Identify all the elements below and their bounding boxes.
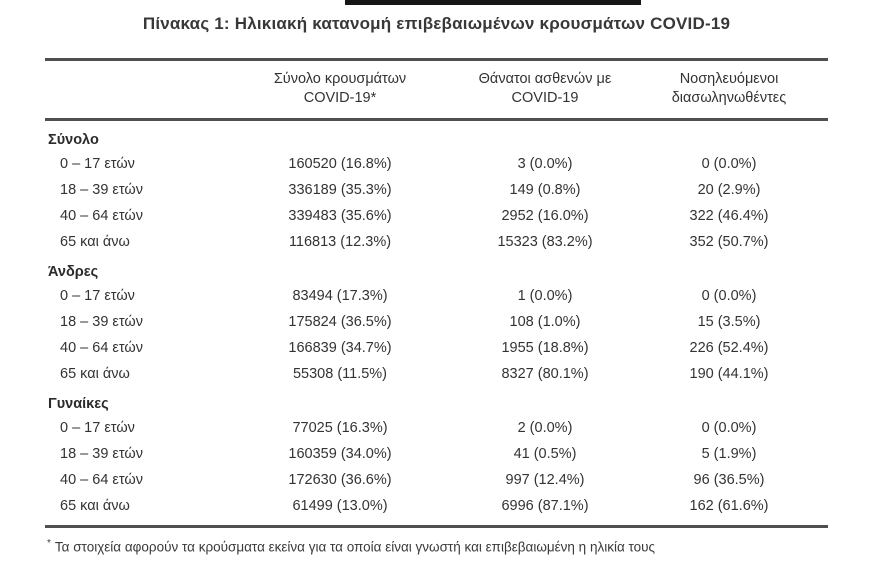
table-header-row: Σύνολο κρουσμάτων COVID-19* Θάνατοι ασθε… [45,61,828,118]
cases-value: 160359 (34.0%) [288,446,392,462]
header-deaths-line2: COVID-19 [511,90,579,106]
age-group-label: 65 και άνω [60,366,130,382]
cases-value: 160520 (16.8%) [288,156,392,172]
table-row: 0 – 17 ετών 77025 (16.3%) 2 (0.0%) 0 (0.… [45,415,828,441]
bottom-rule [45,525,828,528]
cases-value: 339483 (35.6%) [288,208,392,224]
age-group-label: 65 και άνω [60,234,130,250]
intubated-value: 96 (36.5%) [693,472,765,488]
deaths-value: 6996 (87.1%) [501,498,589,514]
deaths-value: 1955 (18.8%) [501,340,589,356]
table-row: 18 – 39 ετών 160359 (34.0%) 41 (0.5%) 5 … [45,441,828,467]
header-rule [45,118,828,121]
cases-value: 116813 (12.3%) [288,234,392,250]
header-intubated: Νοσηλευόμενοι διασωληνωθέντες [630,70,828,108]
section-label-total: Σύνολο [48,132,99,148]
intubated-value: 5 (1.9%) [701,446,757,462]
intubated-value: 352 (50.7%) [689,234,769,250]
footnote: * Τα στοιχεία αφορούν τα κρούσματα εκείνα… [45,528,828,557]
header-intubated-line2: διασωληνωθέντες [671,90,787,106]
header-total-cases: Σύνολο κρουσμάτων COVID-19* [220,70,460,108]
deaths-value: 15323 (83.2%) [497,234,593,250]
intubated-value: 15 (3.5%) [697,314,761,330]
cases-value: 55308 (11.5%) [292,366,388,382]
intubated-value: 162 (61.6%) [689,498,769,514]
age-group-label: 0 – 17 ετών [60,420,135,436]
header-total-cases-line1: Σύνολο κρουσμάτων [273,71,407,87]
table-row: 40 – 64 ετών 339483 (35.6%) 2952 (16.0%)… [45,203,828,229]
intubated-value: 20 (2.9%) [697,182,761,198]
age-group-label: 40 – 64 ετών [60,472,143,488]
table-page: Πίνακας 1: Ηλικιακή κατανομή επιβεβαιωμέ… [45,8,828,557]
cropped-top-banner [345,0,641,5]
intubated-value: 226 (52.4%) [689,340,769,356]
table-row: 40 – 64 ετών 172630 (36.6%) 997 (12.4%) … [45,467,828,493]
cases-value: 166839 (34.7%) [288,340,392,356]
deaths-value: 1 (0.0%) [517,288,573,304]
deaths-value: 997 (12.4%) [505,472,585,488]
table-row: 65 και άνω 116813 (12.3%) 15323 (83.2%) … [45,229,828,255]
deaths-value: 2952 (16.0%) [501,208,589,224]
intubated-value: 0 (0.0%) [701,420,757,436]
footnote-marker: * [47,538,51,549]
cases-value: 77025 (16.3%) [292,420,388,436]
table-body: Σύνολο 0 – 17 ετών 160520 (16.8%) 3 (0.0… [45,121,828,525]
deaths-value: 8327 (80.1%) [501,366,589,382]
cases-value: 175824 (36.5%) [288,314,392,330]
deaths-value: 108 (1.0%) [509,314,581,330]
age-group-label: 0 – 17 ετών [60,156,135,172]
cases-value: 83494 (17.3%) [292,288,388,304]
header-total-cases-line2: COVID-19* [303,90,377,106]
table-row: 0 – 17 ετών 83494 (17.3%) 1 (0.0%) 0 (0.… [45,283,828,309]
age-group-label: 0 – 17 ετών [60,288,135,304]
age-group-label: 40 – 64 ετών [60,208,143,224]
section-label-women: Γυναίκες [48,396,109,412]
page-title: Πίνακας 1: Ηλικιακή κατανομή επιβεβαιωμέ… [142,14,731,33]
age-group-label: 18 – 39 ετών [60,182,143,198]
cases-value: 61499 (13.0%) [292,498,388,514]
intubated-value: 322 (46.4%) [689,208,769,224]
table-row: 65 και άνω 55308 (11.5%) 8327 (80.1%) 19… [45,361,828,387]
age-group-label: 40 – 64 ετών [60,340,143,356]
table-row: 40 – 64 ετών 166839 (34.7%) 1955 (18.8%)… [45,335,828,361]
footnote-text: Τα στοιχεία αφορούν τα κρούσματα εκείνα … [54,539,656,555]
table-row: 18 – 39 ετών 336189 (35.3%) 149 (0.8%) 2… [45,177,828,203]
age-group-label: 65 και άνω [60,498,130,514]
top-rule [45,58,828,61]
intubated-value: 190 (44.1%) [689,366,769,382]
cases-value: 172630 (36.6%) [288,472,392,488]
header-deaths-line1: Θάνατοι ασθενών με [478,71,612,87]
age-group-label: 18 – 39 ετών [60,446,143,462]
section-label-men: Άνδρες [48,264,99,280]
cases-value: 336189 (35.3%) [288,182,392,198]
intubated-value: 0 (0.0%) [701,288,757,304]
table-row: 0 – 17 ετών 160520 (16.8%) 3 (0.0%) 0 (0… [45,151,828,177]
intubated-value: 0 (0.0%) [701,156,757,172]
header-deaths: Θάνατοι ασθενών με COVID-19 [460,70,630,108]
age-group-label: 18 – 39 ετών [60,314,143,330]
deaths-value: 41 (0.5%) [513,446,577,462]
table-row: 18 – 39 ετών 175824 (36.5%) 108 (1.0%) 1… [45,309,828,335]
deaths-value: 3 (0.0%) [517,156,573,172]
deaths-value: 2 (0.0%) [517,420,573,436]
header-intubated-line1: Νοσηλευόμενοι [679,71,779,87]
table-row: 65 και άνω 61499 (13.0%) 6996 (87.1%) 16… [45,493,828,519]
deaths-value: 149 (0.8%) [509,182,581,198]
